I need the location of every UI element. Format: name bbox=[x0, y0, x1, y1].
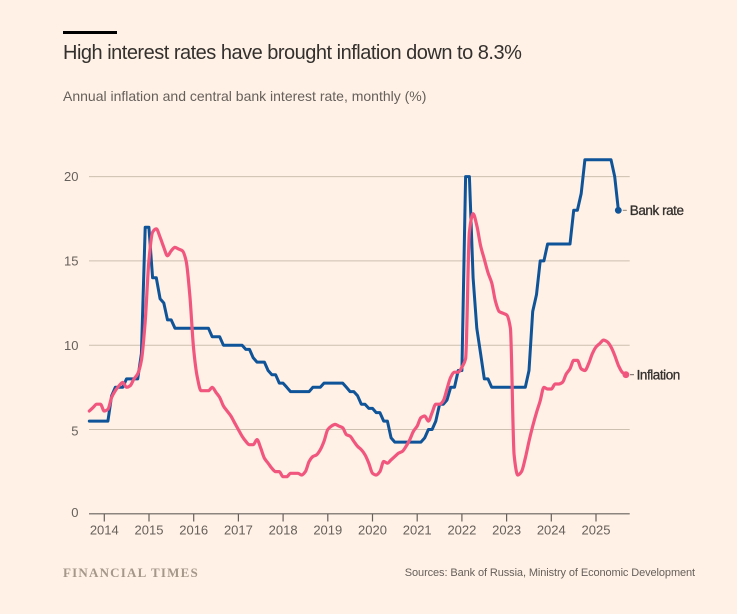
svg-text:2018: 2018 bbox=[269, 523, 298, 538]
svg-text:10: 10 bbox=[64, 338, 78, 353]
svg-text:Bank rate: Bank rate bbox=[630, 203, 684, 218]
svg-text:2015: 2015 bbox=[135, 523, 164, 538]
svg-text:2023: 2023 bbox=[492, 523, 521, 538]
svg-text:Inflation: Inflation bbox=[637, 367, 680, 382]
svg-text:0: 0 bbox=[71, 505, 78, 520]
svg-text:2014: 2014 bbox=[90, 523, 119, 538]
svg-text:2016: 2016 bbox=[179, 523, 208, 538]
svg-text:2020: 2020 bbox=[358, 523, 387, 538]
svg-text:2017: 2017 bbox=[224, 523, 253, 538]
svg-text:15: 15 bbox=[64, 254, 78, 269]
svg-text:20: 20 bbox=[64, 169, 78, 184]
svg-text:2024: 2024 bbox=[537, 523, 566, 538]
svg-text:2025: 2025 bbox=[582, 523, 611, 538]
svg-text:2019: 2019 bbox=[313, 523, 342, 538]
svg-text:2021: 2021 bbox=[403, 523, 432, 538]
svg-text:2022: 2022 bbox=[447, 523, 476, 538]
svg-text:5: 5 bbox=[71, 423, 78, 438]
